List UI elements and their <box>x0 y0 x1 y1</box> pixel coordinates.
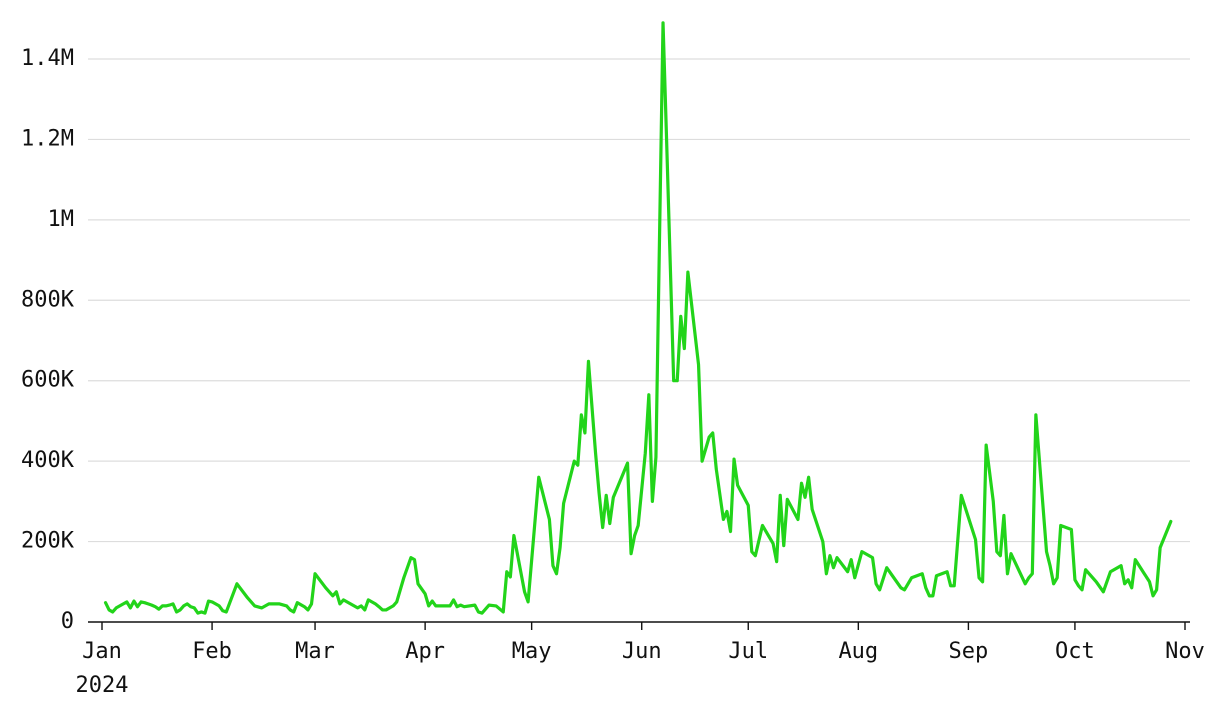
y-tick-label: 200K <box>21 529 75 554</box>
x-tick-label: May <box>512 639 552 664</box>
x-tick-label: Apr <box>405 639 445 664</box>
y-tick-label: 0 <box>61 609 74 634</box>
y-tick-label: 800K <box>21 287 75 312</box>
data-line <box>103 21 1173 615</box>
x-tick-label: Jan 2024 <box>76 639 129 698</box>
y-tick-label: 1M <box>48 207 75 232</box>
x-tick-label: Sep <box>949 639 989 664</box>
x-tick-label: Jul <box>728 639 768 664</box>
y-tick-label: 400K <box>21 448 75 473</box>
x-tick-label: Nov <box>1165 639 1205 664</box>
y-tick-label: 1.4M <box>21 46 74 71</box>
x-tick-label: Feb <box>192 639 232 664</box>
tick-label-line: 2024 <box>76 673 129 698</box>
y-tick-label: 600K <box>21 368 75 393</box>
x-tick-label: Aug <box>838 639 878 664</box>
x-tick-label: Mar <box>295 639 335 664</box>
x-tick-label: Oct <box>1055 639 1095 664</box>
y-tick-label: 1.2M <box>21 126 74 151</box>
tick-label-line: Jan <box>82 639 122 664</box>
x-tick-label: Jun <box>622 639 662 664</box>
